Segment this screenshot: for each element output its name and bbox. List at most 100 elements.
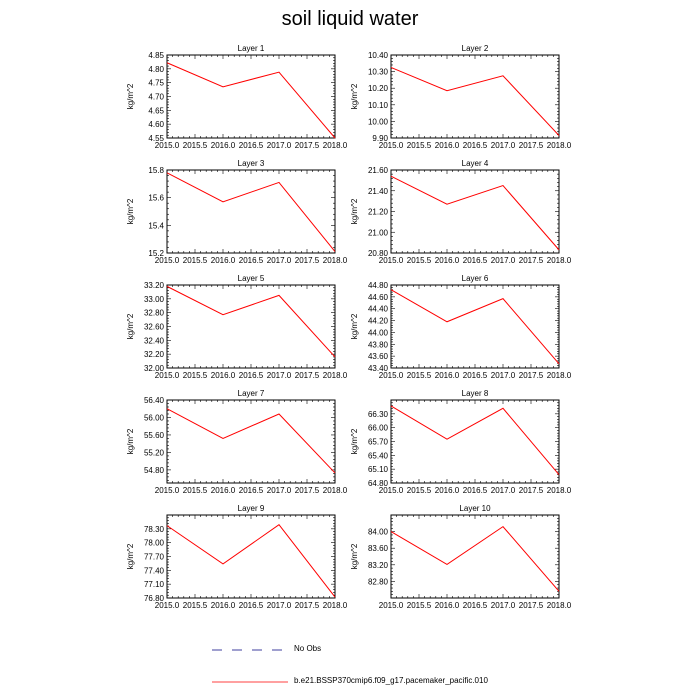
y-tick-label: 77.40 <box>144 566 165 575</box>
series-line <box>166 408 336 474</box>
x-tick-label: 2015.0 <box>155 601 180 610</box>
y-tick-label: 15.6 <box>148 194 164 203</box>
y-tick-label: 64.80 <box>368 479 389 488</box>
x-tick-label: 2015.5 <box>407 141 432 150</box>
y-tick-label: 44.40 <box>368 305 389 314</box>
y-tick-label: 78.30 <box>144 525 165 534</box>
y-tick-label: 20.80 <box>368 249 389 258</box>
x-tick-label: 2017.0 <box>267 256 292 265</box>
x-tick-label: 2015.0 <box>155 486 180 495</box>
figure-title: soil liquid water <box>281 8 419 30</box>
x-tick-label: 2018.0 <box>547 141 572 150</box>
y-tick-label: 15.2 <box>148 249 164 258</box>
panel-title: Layer 7 <box>238 389 265 398</box>
y-axis-label: kg/m^2 <box>350 313 359 339</box>
y-tick-label: 65.40 <box>368 451 389 460</box>
x-tick-label: 2015.5 <box>407 371 432 380</box>
x-tick-label: 2017.5 <box>519 601 544 610</box>
x-tick-label: 2015.5 <box>407 601 432 610</box>
x-tick-label: 2016.0 <box>435 486 460 495</box>
x-tick-label: 2016.0 <box>211 601 236 610</box>
x-tick-label: 2016.0 <box>211 486 236 495</box>
y-tick-label: 55.20 <box>144 448 165 457</box>
y-tick-label: 78.00 <box>144 539 165 548</box>
y-tick-label: 4.75 <box>148 79 164 88</box>
x-tick-label: 2018.0 <box>323 141 348 150</box>
series-line <box>166 523 336 598</box>
x-tick-label: 2017.0 <box>491 601 516 610</box>
x-tick-label: 2016.5 <box>463 256 488 265</box>
x-tick-label: 2017.0 <box>267 486 292 495</box>
y-axis-label: kg/m^2 <box>126 313 135 339</box>
y-tick-label: 33.00 <box>144 295 165 304</box>
y-tick-label: 83.20 <box>368 561 389 570</box>
x-tick-label: 2015.5 <box>183 256 208 265</box>
x-tick-label: 2016.0 <box>435 256 460 265</box>
x-tick-label: 2017.5 <box>295 256 320 265</box>
x-tick-label: 2015.0 <box>379 601 404 610</box>
x-tick-label: 2016.5 <box>239 486 264 495</box>
plot-frame <box>166 169 336 254</box>
x-tick-label: 2016.5 <box>463 371 488 380</box>
legend-label-no-obs: No Obs <box>294 644 322 653</box>
x-tick-label: 2017.5 <box>519 486 544 495</box>
plot-frame <box>166 514 336 599</box>
y-tick-label: 84.00 <box>368 528 389 537</box>
panel-title: Layer 9 <box>238 504 265 513</box>
x-tick-label: 2016.0 <box>211 256 236 265</box>
x-tick-label: 2017.0 <box>267 371 292 380</box>
y-tick-label: 15.4 <box>148 221 164 230</box>
y-tick-label: 83.60 <box>368 544 389 553</box>
x-tick-label: 2018.0 <box>547 371 572 380</box>
x-tick-label: 2017.5 <box>295 141 320 150</box>
panel-title: Layer 5 <box>238 274 265 283</box>
plot-frame <box>390 169 560 254</box>
y-tick-label: 10.10 <box>368 101 389 110</box>
x-tick-label: 2016.0 <box>435 371 460 380</box>
y-tick-label: 77.10 <box>144 580 165 589</box>
y-axis-label: kg/m^2 <box>126 428 135 454</box>
x-tick-label: 2018.0 <box>323 486 348 495</box>
x-tick-label: 2015.0 <box>155 141 180 150</box>
y-tick-label: 43.80 <box>368 340 389 349</box>
x-tick-label: 2017.5 <box>519 256 544 265</box>
y-tick-label: 4.85 <box>148 51 164 60</box>
x-tick-label: 2015.0 <box>379 371 404 380</box>
x-tick-label: 2015.0 <box>379 486 404 495</box>
x-tick-label: 2015.5 <box>183 486 208 495</box>
y-axis-label: kg/m^2 <box>350 428 359 454</box>
legend-dashed-line <box>212 649 288 651</box>
x-tick-label: 2017.5 <box>519 371 544 380</box>
x-tick-label: 2016.0 <box>211 371 236 380</box>
y-tick-label: 33.20 <box>144 281 165 290</box>
panel-title: Layer 2 <box>462 44 489 53</box>
plot-frame <box>390 514 560 599</box>
plot-frame <box>166 284 336 369</box>
x-tick-label: 2017.5 <box>295 371 320 380</box>
x-tick-label: 2018.0 <box>547 256 572 265</box>
y-tick-label: 66.30 <box>368 410 389 419</box>
x-tick-label: 2015.0 <box>379 141 404 150</box>
plot-frame <box>390 54 560 139</box>
y-tick-label: 65.10 <box>368 465 389 474</box>
x-tick-label: 2016.5 <box>239 371 264 380</box>
series-line <box>390 525 560 592</box>
x-tick-label: 2017.0 <box>491 371 516 380</box>
x-tick-label: 2016.5 <box>463 601 488 610</box>
y-tick-label: 4.60 <box>148 120 164 129</box>
series-line <box>390 66 560 136</box>
y-axis-label: kg/m^2 <box>126 198 135 224</box>
legend-label-model: b.e21.BSSP370cmip6.f09_g17.pacemaker_pac… <box>294 676 488 685</box>
y-tick-label: 65.70 <box>368 438 389 447</box>
y-tick-label: 10.00 <box>368 117 389 126</box>
x-tick-label: 2015.0 <box>155 256 180 265</box>
